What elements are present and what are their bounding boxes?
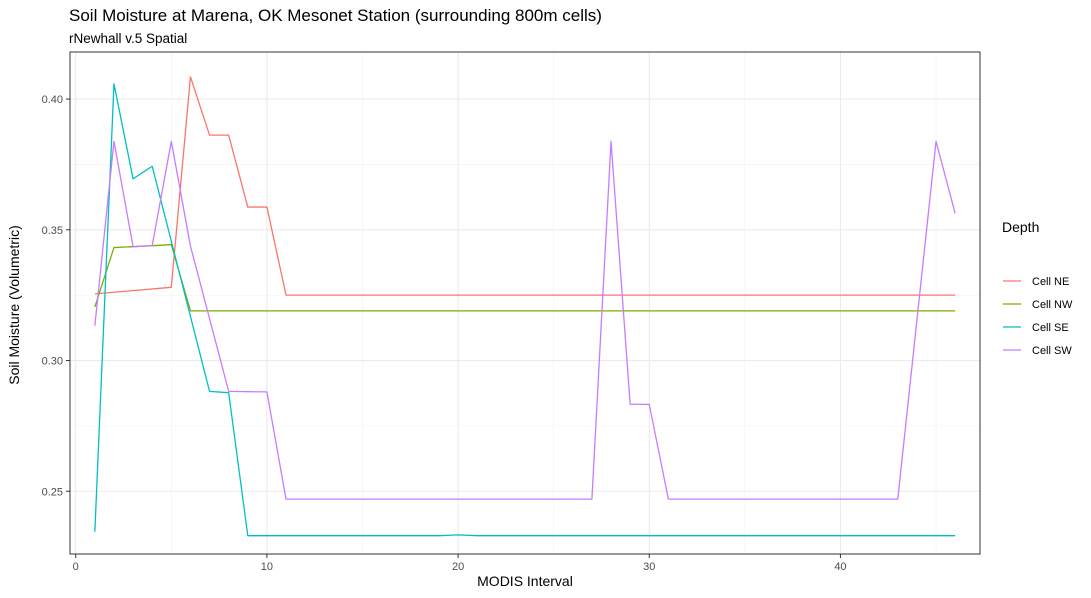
series-line-cell-sw — [94, 140, 956, 500]
legend: Depth Cell NE Cell NW Cell SE Cell SW — [1002, 219, 1073, 357]
y-tick-label: 0.25 — [42, 486, 63, 498]
series-lines — [94, 76, 956, 537]
chart-subtitle: rNewhall v.5 Spatial — [69, 31, 187, 46]
series-line-cell-nw — [94, 244, 956, 312]
x-tick-label: 30 — [643, 561, 655, 573]
legend-item: Cell SW — [1003, 345, 1072, 357]
legend-item: Cell NE — [1003, 276, 1069, 288]
y-tick-label: 0.30 — [42, 356, 63, 368]
x-axis-title: MODIS Interval — [477, 573, 573, 589]
x-tick-label: 10 — [261, 561, 273, 573]
grid — [70, 52, 980, 554]
series-line-cell-se — [94, 83, 956, 537]
x-tick-label: 0 — [73, 561, 79, 573]
y-axis-title: Soil Moisture (Volumetric) — [6, 225, 22, 385]
legend-item: Cell NW — [1003, 299, 1073, 311]
panel-border — [69, 51, 981, 555]
legend-item: Cell SE — [1003, 322, 1069, 334]
legend-label: Cell SW — [1032, 345, 1072, 357]
legend-items: Cell NE Cell NW Cell SE Cell SW — [1003, 276, 1073, 357]
legend-label: Cell NE — [1032, 276, 1069, 288]
series-line-cell-ne — [94, 76, 956, 296]
axis-ticks: 0 10 20 30 40 0.25 0.30 0.35 0.40 — [42, 94, 847, 573]
legend-label: Cell NW — [1032, 299, 1073, 311]
x-tick-label: 40 — [834, 561, 846, 573]
legend-label: Cell SE — [1032, 322, 1069, 334]
chart-title: Soil Moisture at Marena, OK Mesonet Stat… — [69, 6, 602, 25]
legend-title: Depth — [1002, 219, 1039, 235]
x-tick-label: 20 — [452, 561, 464, 573]
y-tick-label: 0.40 — [42, 94, 63, 106]
y-tick-label: 0.35 — [42, 225, 63, 237]
